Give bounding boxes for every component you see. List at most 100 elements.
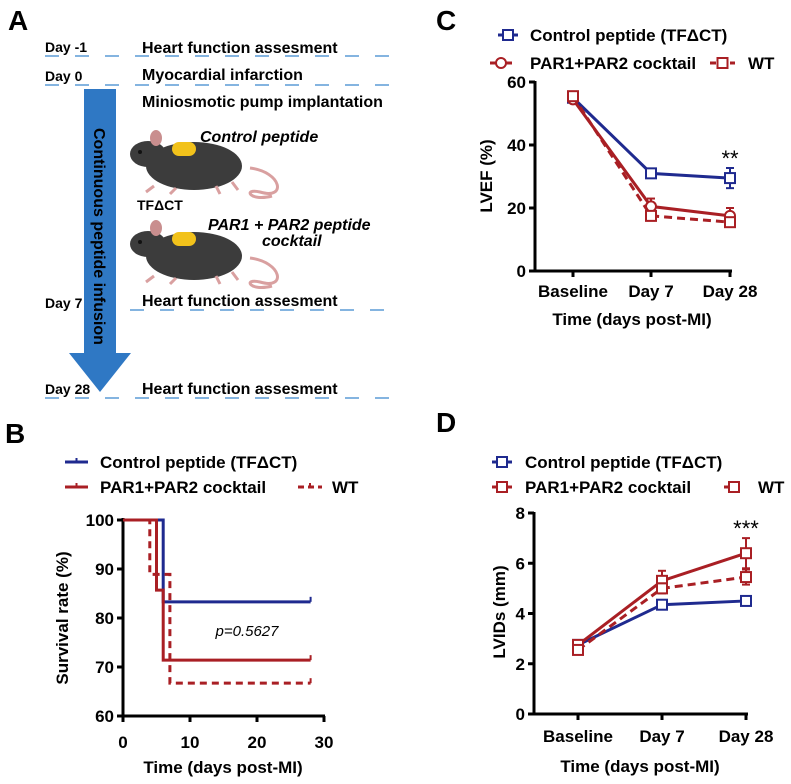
mouse-body bbox=[146, 142, 242, 190]
data-point bbox=[656, 598, 668, 611]
data-point bbox=[724, 216, 736, 229]
timeline-diagram: Day -1 Day 0 Day 7 Day 28 Heart function… bbox=[45, 39, 400, 399]
group2-label: cocktail bbox=[262, 233, 322, 250]
group2-label: PAR1 + PAR2 peptide bbox=[208, 217, 371, 234]
group1-sublabel: TFΔCT bbox=[137, 197, 183, 213]
event-label: Heart function assesment bbox=[142, 40, 338, 57]
y-axis-title: Survival rate (%) bbox=[53, 551, 72, 684]
data-point bbox=[496, 481, 508, 493]
y-tick-label: 6 bbox=[516, 554, 525, 573]
day-label: Day 28 bbox=[45, 381, 90, 397]
mouse-head bbox=[130, 231, 166, 257]
mouse-ear bbox=[150, 220, 162, 236]
series-line bbox=[571, 95, 731, 224]
y-tick-label: 2 bbox=[516, 655, 525, 674]
day-label: Day 0 bbox=[45, 68, 83, 84]
event-label: Heart function assesment bbox=[142, 293, 338, 310]
panel-label-a: A bbox=[8, 5, 28, 36]
data-point bbox=[645, 209, 657, 222]
x-tick-label: 20 bbox=[248, 733, 267, 752]
y-tick-label: 100 bbox=[86, 511, 114, 530]
legend-label: PAR1+PAR2 cocktail bbox=[100, 478, 266, 497]
legend-label: Control peptide (TFΔCT) bbox=[525, 453, 722, 472]
data-point bbox=[645, 167, 657, 180]
y-tick-label: 0 bbox=[516, 705, 525, 724]
mouse-feet bbox=[145, 271, 240, 286]
x-tick-label: Day 28 bbox=[719, 727, 774, 746]
y-tick-label: 0 bbox=[517, 262, 526, 281]
legend-label: PAR1+PAR2 cocktail bbox=[525, 478, 691, 497]
pump-implant bbox=[172, 232, 196, 246]
y-tick-label: 20 bbox=[507, 199, 526, 218]
x-axis-title: Time (days post-MI) bbox=[143, 758, 302, 777]
lvef-chart: 0 20 40 60 Baseline Day 7 Day 28 Time (days pos… bbox=[477, 26, 775, 329]
data-point bbox=[502, 29, 514, 41]
y-axis-title: LVIDs (mm) bbox=[490, 565, 509, 658]
y-tick-label: 60 bbox=[95, 707, 114, 726]
mouse-body bbox=[146, 232, 242, 280]
legend-label: PAR1+PAR2 cocktail bbox=[530, 54, 696, 73]
legend-label: WT bbox=[332, 478, 359, 497]
procedure-label: Miniosmotic pump implantation bbox=[142, 94, 383, 111]
series-line bbox=[571, 96, 731, 180]
y-tick-label: 60 bbox=[507, 73, 526, 92]
data-point bbox=[495, 57, 507, 69]
p-value-annotation: p=0.5627 bbox=[215, 623, 280, 640]
x-tick-label: Baseline bbox=[538, 282, 608, 301]
y-axis-title: LVEF (%) bbox=[477, 139, 496, 212]
x-tick-label: Baseline bbox=[543, 727, 613, 746]
mouse-illustration bbox=[130, 130, 279, 199]
x-tick-label: Day 28 bbox=[703, 282, 758, 301]
significance-annotation: *** bbox=[733, 516, 759, 541]
data-point bbox=[716, 57, 729, 69]
y-tick-label: 80 bbox=[95, 609, 114, 628]
data-point bbox=[728, 481, 740, 493]
y-tick-label: 40 bbox=[507, 136, 526, 155]
data-point bbox=[656, 582, 668, 595]
data-point bbox=[567, 90, 579, 103]
event-label: Myocardial infarction bbox=[142, 67, 303, 84]
data-point bbox=[724, 172, 736, 185]
significance-annotation: ** bbox=[721, 146, 739, 171]
panel-label-b: B bbox=[5, 418, 25, 449]
x-tick-label: Day 7 bbox=[628, 282, 673, 301]
panel-label-c: C bbox=[436, 5, 456, 36]
x-axis-title: Time (days post-MI) bbox=[552, 310, 711, 329]
legend-label: WT bbox=[748, 54, 775, 73]
x-tick-label: 0 bbox=[118, 733, 127, 752]
mouse-illustration bbox=[130, 220, 279, 289]
x-axis-title: Time (days post-MI) bbox=[560, 757, 719, 776]
x-tick-label: 30 bbox=[315, 733, 334, 752]
y-tick-label: 4 bbox=[516, 605, 526, 624]
mouse-eye bbox=[138, 150, 142, 154]
day-label: Day -1 bbox=[45, 39, 87, 55]
day-label: Day 7 bbox=[45, 295, 83, 311]
data-point bbox=[572, 643, 584, 656]
infusion-arrow bbox=[69, 89, 131, 392]
data-point bbox=[740, 547, 752, 560]
x-tick-label: Day 7 bbox=[639, 727, 684, 746]
legend-label: WT bbox=[758, 478, 785, 497]
legend-label: Control peptide (TFΔCT) bbox=[530, 26, 727, 45]
panel-label-d: D bbox=[436, 407, 456, 438]
legend-label: Control peptide (TFΔCT) bbox=[100, 453, 297, 472]
y-tick-label: 90 bbox=[95, 560, 114, 579]
data-point bbox=[740, 594, 752, 607]
data-point bbox=[740, 571, 752, 584]
y-tick-label: 8 bbox=[516, 504, 525, 523]
pump-implant bbox=[172, 142, 196, 156]
mouse-eye bbox=[138, 240, 142, 244]
mouse-ear bbox=[150, 130, 162, 146]
arrow-label: Continuous peptide infusion bbox=[90, 128, 107, 345]
survival-chart: 60 70 80 90 100 0 10 20 30 Time (days post-MI) Sur… bbox=[53, 453, 359, 777]
event-label: Heart function assesment bbox=[142, 381, 338, 398]
mouse-tail bbox=[248, 166, 279, 199]
survival-curve bbox=[123, 518, 311, 685]
mouse-head bbox=[130, 141, 166, 167]
mouse-feet bbox=[145, 181, 240, 196]
data-point bbox=[496, 456, 508, 468]
mouse-tail bbox=[248, 256, 279, 289]
x-tick-label: 10 bbox=[181, 733, 200, 752]
